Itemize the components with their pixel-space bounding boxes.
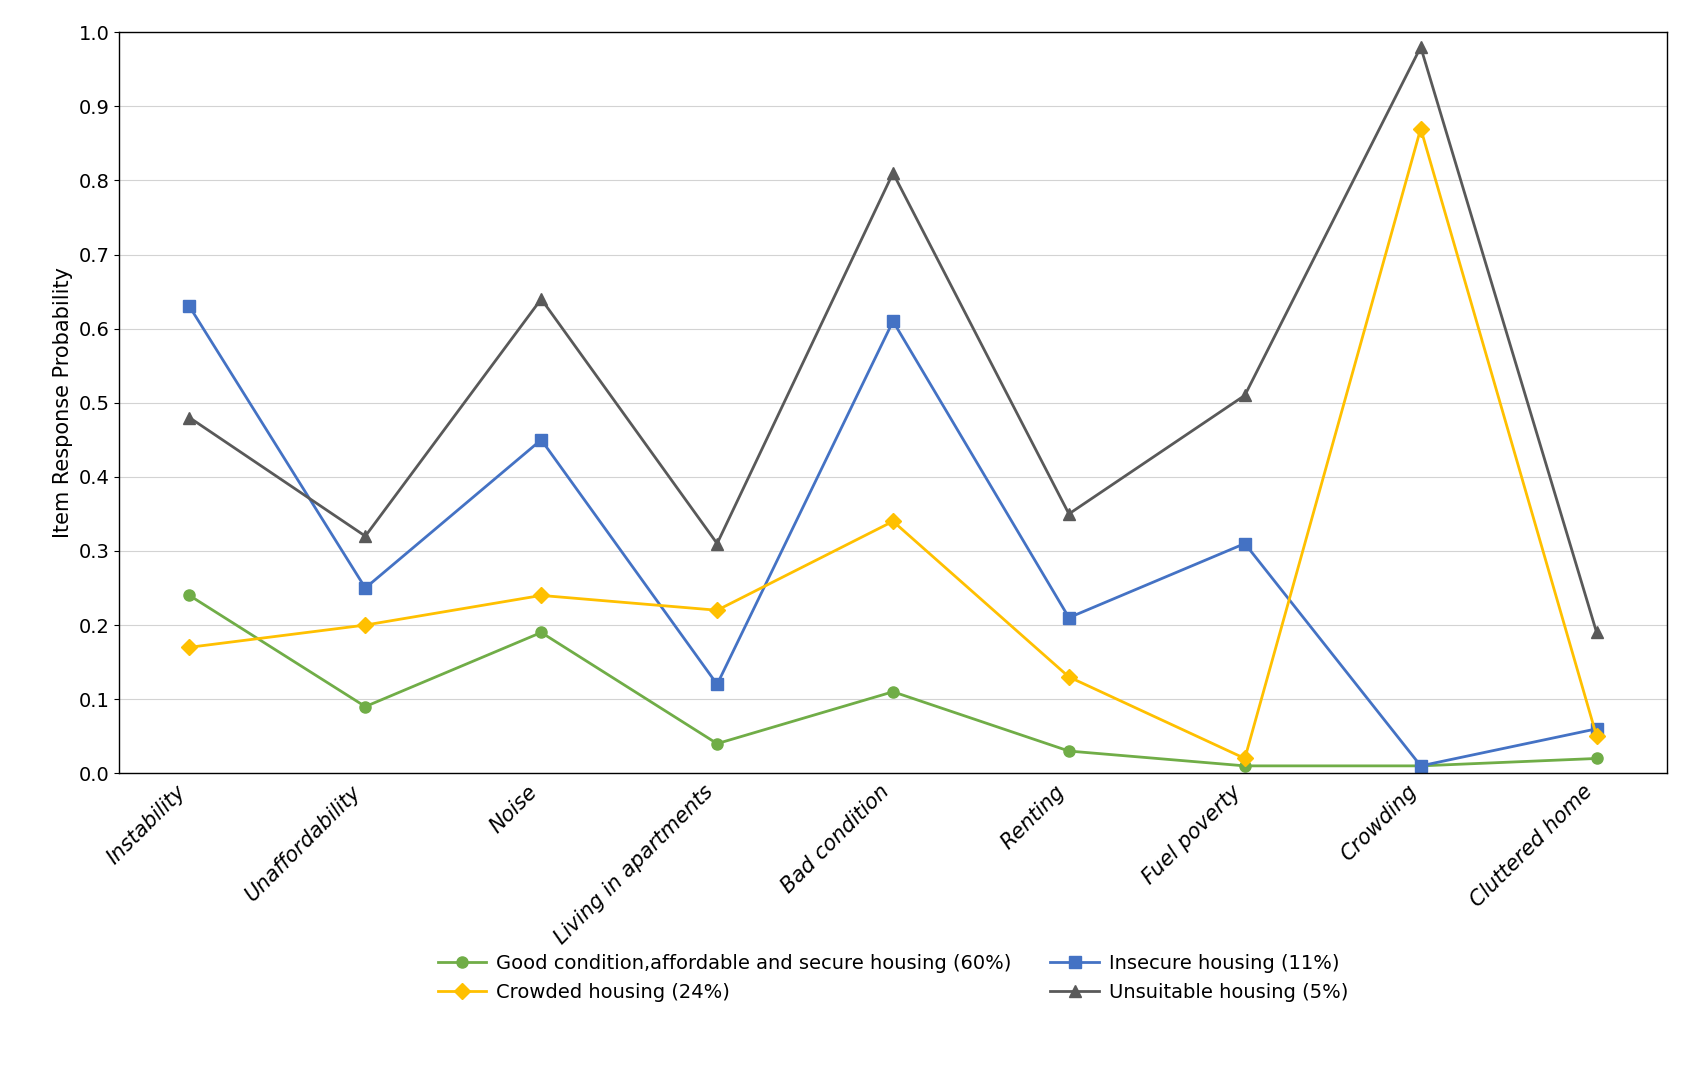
Good condition,affordable and secure housing (60%) <box>356 700 376 713</box>
Y-axis label: Item Response Probability: Item Response Probability <box>53 267 73 538</box>
Unsuitable housing (5%) <box>179 411 199 424</box>
Crowded housing (24%) <box>883 514 903 527</box>
Insecure housing (11%) <box>1410 759 1431 772</box>
Good condition,affordable and secure housing (60%) <box>1587 752 1607 765</box>
Crowded housing (24%) <box>1058 670 1078 683</box>
Insecure housing (11%) <box>1058 611 1078 624</box>
Insecure housing (11%) <box>708 678 728 691</box>
Good condition,affordable and secure housing (60%) <box>708 737 728 750</box>
Good condition,affordable and secure housing (60%) <box>531 626 551 639</box>
Unsuitable housing (5%) <box>1235 389 1255 402</box>
Line: Crowded housing (24%): Crowded housing (24%) <box>184 124 1602 764</box>
Crowded housing (24%) <box>1235 752 1255 765</box>
Unsuitable housing (5%) <box>1587 626 1607 639</box>
Insecure housing (11%) <box>1235 537 1255 550</box>
Crowded housing (24%) <box>179 641 199 654</box>
Good condition,affordable and secure housing (60%) <box>883 685 903 698</box>
Legend: Good condition,affordable and secure housing (60%), Crowded housing (24%), Insec: Good condition,affordable and secure hou… <box>430 946 1356 1010</box>
Crowded housing (24%) <box>356 619 376 632</box>
Line: Insecure housing (11%): Insecure housing (11%) <box>184 301 1602 771</box>
Insecure housing (11%) <box>1587 723 1607 736</box>
Unsuitable housing (5%) <box>708 537 728 550</box>
Insecure housing (11%) <box>883 315 903 328</box>
Crowded housing (24%) <box>708 604 728 616</box>
Crowded housing (24%) <box>1587 730 1607 743</box>
Crowded housing (24%) <box>1410 122 1431 135</box>
Insecure housing (11%) <box>179 300 199 313</box>
Good condition,affordable and secure housing (60%) <box>1235 759 1255 772</box>
Insecure housing (11%) <box>356 582 376 595</box>
Unsuitable housing (5%) <box>356 529 376 542</box>
Unsuitable housing (5%) <box>883 166 903 179</box>
Line: Unsuitable housing (5%): Unsuitable housing (5%) <box>184 42 1602 638</box>
Good condition,affordable and secure housing (60%) <box>1410 759 1431 772</box>
Crowded housing (24%) <box>531 589 551 601</box>
Unsuitable housing (5%) <box>1410 41 1431 54</box>
Unsuitable housing (5%) <box>531 292 551 305</box>
Insecure housing (11%) <box>531 433 551 447</box>
Good condition,affordable and secure housing (60%) <box>1058 744 1078 757</box>
Good condition,affordable and secure housing (60%) <box>179 589 199 601</box>
Unsuitable housing (5%) <box>1058 508 1078 521</box>
Line: Good condition,affordable and secure housing (60%): Good condition,affordable and secure hou… <box>184 590 1602 771</box>
